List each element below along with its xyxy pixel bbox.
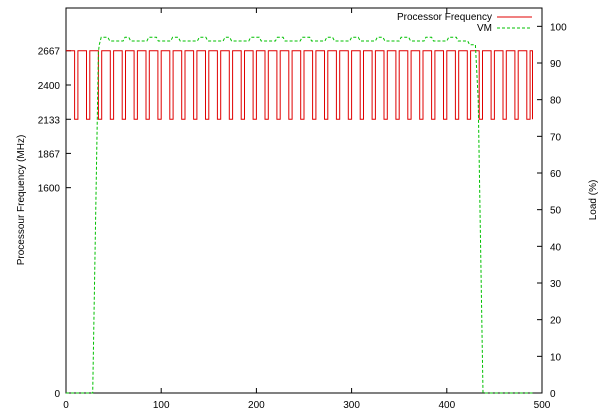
x-tick-label: 500 bbox=[534, 400, 551, 411]
right-tick-label: 30 bbox=[550, 279, 562, 290]
right-tick-label: 50 bbox=[550, 206, 562, 217]
series-line-vm bbox=[66, 36, 533, 394]
axis-ticks: 0 100 200 300 400 500016001867213324002667010… bbox=[38, 8, 567, 411]
right-tick-label: 0 bbox=[550, 389, 556, 400]
series-layer bbox=[66, 36, 533, 394]
right-tick-label: 80 bbox=[550, 96, 562, 107]
right-tick-label: 10 bbox=[550, 352, 562, 363]
legend-label: VM bbox=[477, 23, 492, 34]
x-tick-label: 100 bbox=[153, 400, 170, 411]
right-tick-label: 20 bbox=[550, 316, 562, 327]
right-tick-label: 100 bbox=[550, 22, 567, 33]
left-tick-label: 1867 bbox=[38, 149, 61, 160]
x-tick-label: 0 bbox=[63, 400, 69, 411]
x-tick-label: 300 bbox=[343, 400, 360, 411]
plot-frame bbox=[65, 7, 543, 394]
x-tick-label: 400 bbox=[438, 400, 455, 411]
left-tick-label: 2400 bbox=[38, 81, 61, 92]
left-tick-label: 2667 bbox=[38, 47, 61, 58]
x-tick-label: 200 bbox=[248, 400, 265, 411]
right-tick-label: 70 bbox=[550, 132, 562, 143]
left-tick-label: 2133 bbox=[38, 115, 61, 126]
y-axis-title-right: Load (%) bbox=[588, 180, 599, 221]
right-tick-label: 60 bbox=[550, 169, 562, 180]
left-tick-label: 1600 bbox=[38, 184, 61, 195]
right-tick-label: 40 bbox=[550, 242, 562, 253]
left-tick-label: 0 bbox=[54, 389, 60, 400]
right-tick-label: 90 bbox=[550, 59, 562, 70]
y-axis-title-left: Processour Frequency (MHz) bbox=[16, 135, 27, 266]
legend-label: Processor Frequency bbox=[397, 12, 492, 23]
series-line-processor-frequency bbox=[66, 50, 533, 120]
